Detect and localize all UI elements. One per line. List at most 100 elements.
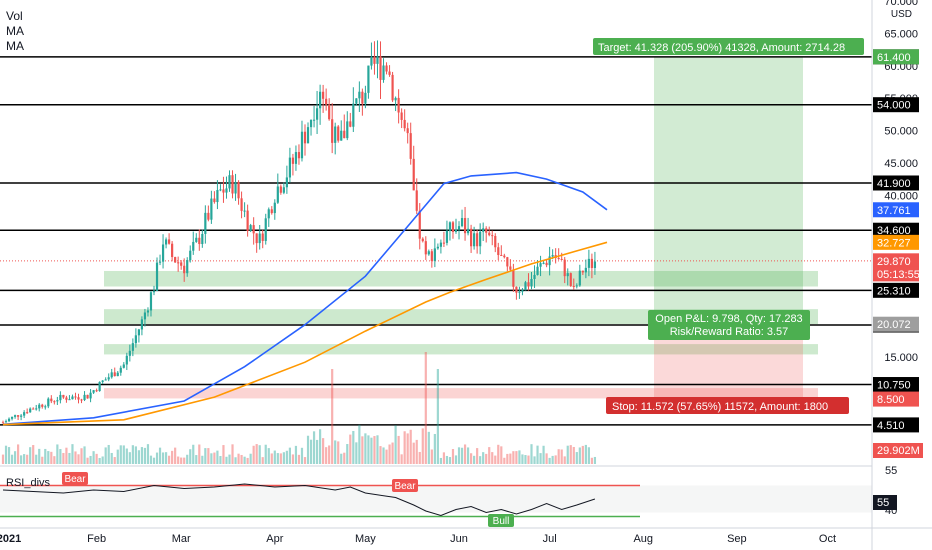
candle-body xyxy=(7,418,11,422)
candle-body xyxy=(95,390,98,392)
volume-bar xyxy=(466,447,470,464)
candle-body xyxy=(201,233,204,245)
candle-body xyxy=(222,189,225,193)
candle-body xyxy=(460,218,464,227)
candle-body xyxy=(186,260,189,274)
volume-bar xyxy=(44,448,47,464)
candle-body xyxy=(294,152,298,164)
volume-bar xyxy=(306,435,310,464)
candle-body xyxy=(409,133,412,159)
candle-body xyxy=(500,255,503,257)
position-labels: Target: 41.328 (205.90%) 41328, Amount: … xyxy=(593,38,864,414)
volume-bar xyxy=(397,435,400,464)
candle-body xyxy=(439,242,442,247)
candle-body xyxy=(560,258,563,260)
candle-body xyxy=(563,259,566,277)
candles xyxy=(1,40,597,424)
long-position-tool[interactable] xyxy=(654,56,803,400)
price-axis[interactable]: 70.00065.00060.00055.00050.00045.00040.0… xyxy=(871,0,932,550)
volume-bar xyxy=(427,431,430,464)
volume-bar xyxy=(379,446,382,464)
volume-bar xyxy=(530,444,533,464)
volume-bar xyxy=(587,447,590,464)
y-tick-label: 65.000 xyxy=(884,29,918,41)
candle-body xyxy=(80,399,83,401)
candle-body xyxy=(445,230,449,243)
volume-bar xyxy=(29,447,32,464)
volume-bar xyxy=(451,449,455,464)
volume-bar xyxy=(509,453,512,464)
candle-body xyxy=(110,372,113,378)
volume-bar xyxy=(337,441,340,464)
price-tag-label-1: 37.761 xyxy=(877,205,911,217)
level-tag-1 xyxy=(873,97,919,113)
candle-body xyxy=(337,126,340,141)
volume-bar xyxy=(315,439,319,464)
volume-bar xyxy=(533,456,536,464)
candle-body xyxy=(403,119,406,129)
volume-bar xyxy=(518,450,521,464)
rsi-signal-label-0: Bear xyxy=(64,474,86,485)
candle-body xyxy=(306,127,310,144)
candle-body xyxy=(20,415,23,417)
legend-item-2: MA xyxy=(6,39,24,53)
time-axis[interactable]: 2021 Feb Mar Apr May Jun Jul Aug Sep Oct xyxy=(0,527,932,545)
candle-body xyxy=(128,350,131,356)
candle-body xyxy=(578,270,581,286)
currency-label: USD xyxy=(891,9,912,20)
volume-bar xyxy=(560,449,563,464)
price-tag-3 xyxy=(873,253,919,269)
candle-body xyxy=(65,397,68,400)
candle-body xyxy=(548,256,551,266)
volume-bar xyxy=(309,439,313,464)
zone-0 xyxy=(104,270,818,287)
volume-bar xyxy=(207,448,210,464)
candle-body xyxy=(509,266,512,270)
candle-body xyxy=(198,237,201,245)
candle-body xyxy=(346,121,349,139)
volume-bar xyxy=(285,450,288,464)
candle-body xyxy=(382,65,385,80)
candle-body xyxy=(89,392,92,399)
volume-bar xyxy=(110,452,113,464)
candle-body xyxy=(161,244,165,262)
stop-label: Stop: 11.572 (57.65%) 11572, Amount: 180… xyxy=(612,401,828,413)
volume-bar xyxy=(155,452,159,464)
candle-body xyxy=(44,406,47,408)
volume-bar xyxy=(442,452,446,464)
volume-bar xyxy=(4,445,8,464)
volume-bar xyxy=(86,457,89,464)
candle-body xyxy=(116,372,119,377)
volume-bar xyxy=(189,449,192,464)
candle-body xyxy=(279,186,282,193)
y-tick-label: 15.000 xyxy=(884,352,918,364)
volume-bar xyxy=(503,457,506,464)
candle-body xyxy=(183,265,186,274)
volume-bar xyxy=(243,456,246,464)
candle-body xyxy=(10,416,14,419)
level-tag-label-1: 54.000 xyxy=(877,100,911,112)
target-label: Target: 41.328 (205.90%) 41328, Amount: … xyxy=(598,42,845,54)
candle-body xyxy=(485,228,488,233)
volume-bar xyxy=(382,447,385,464)
volume-tag xyxy=(873,443,923,458)
volume-bar xyxy=(164,452,168,464)
volume-bar xyxy=(74,451,77,464)
volume-bar xyxy=(131,445,134,464)
volume-bar xyxy=(403,431,406,464)
candle-body xyxy=(26,412,29,414)
candle-body xyxy=(168,239,171,244)
volume-bar xyxy=(545,453,548,464)
volume-bar xyxy=(300,447,304,464)
volume-bar xyxy=(270,453,273,464)
candle-body xyxy=(252,225,255,234)
candle-body xyxy=(512,269,515,287)
stop-label-box xyxy=(606,397,849,414)
level-tag-6 xyxy=(873,377,919,393)
target-area[interactable] xyxy=(654,56,803,325)
price-tag-label-0: 61.400 xyxy=(877,52,911,64)
volume-bar xyxy=(10,454,14,464)
x-tick-label: Aug xyxy=(633,533,653,545)
volume-bar xyxy=(41,456,44,464)
